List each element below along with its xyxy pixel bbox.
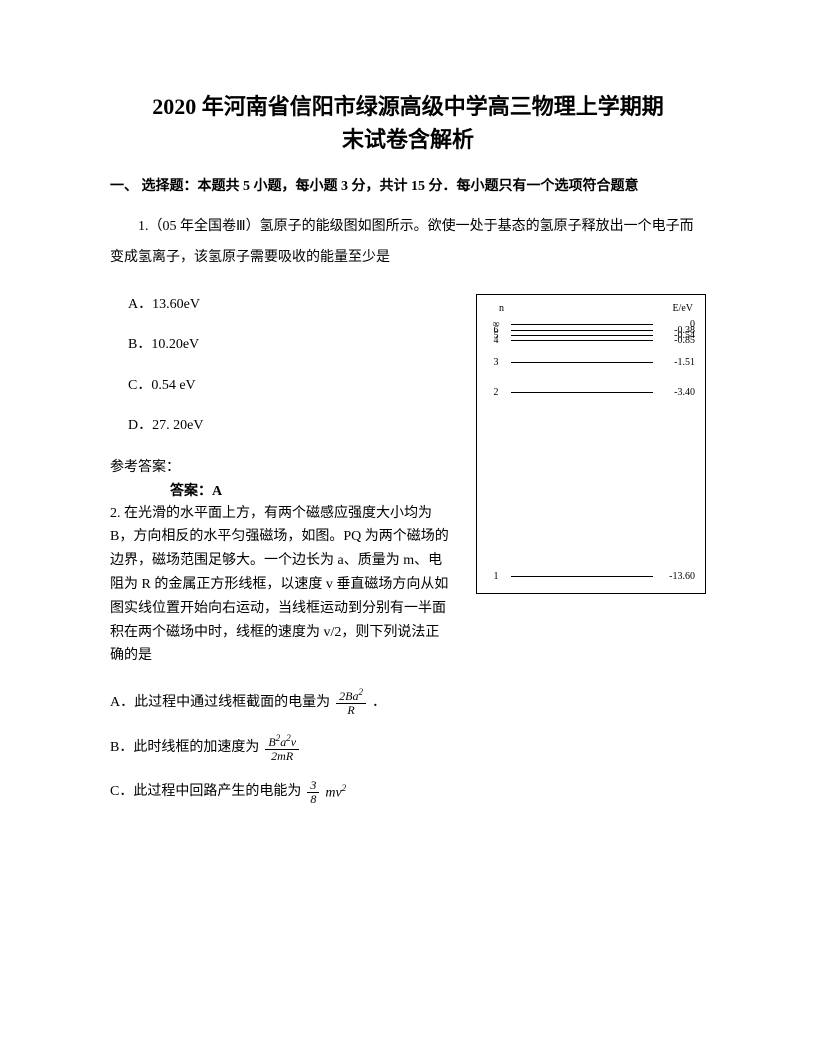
level-e: -13.60 bbox=[659, 571, 695, 582]
energy-level: 1 -13.60 bbox=[487, 571, 695, 582]
f3-tail-a: mv bbox=[325, 785, 341, 800]
level-n: 3 bbox=[487, 357, 505, 368]
f1-num: 2Ba bbox=[339, 689, 358, 703]
diagram-header-e: E/eV bbox=[672, 303, 693, 314]
page-title: 2020 年河南省信阳市绿源高级中学高三物理上学期期 末试卷含解析 bbox=[110, 90, 706, 156]
f3-den: 8 bbox=[307, 793, 319, 806]
q2-optA-pre: A．此过程中通过线框截面的电量为 bbox=[110, 692, 330, 714]
question-1: 1.（05 年全国卷Ⅲ）氢原子的能级图如图所示。欲使一处于基态的氢原子释放出一个… bbox=[110, 212, 706, 668]
energy-level: 4 -0.85 bbox=[487, 335, 695, 346]
f1-den: R bbox=[344, 704, 357, 717]
level-n: 1 bbox=[487, 571, 505, 582]
energy-level: 3 -1.51 bbox=[487, 357, 695, 368]
level-n: 4 bbox=[487, 335, 505, 346]
question-2-text-part: 2. 在光滑的水平面上方，有两个磁感应强度大小均为 B，方向相反的水平匀强磁场，… bbox=[110, 502, 450, 669]
q2-optC-pre: C．此过程中回路产生的电能为 bbox=[110, 781, 301, 803]
level-e: -1.51 bbox=[659, 357, 695, 368]
q2-option-c: C．此过程中回路产生的电能为 3 8 mv2 bbox=[110, 779, 706, 806]
level-e: -3.40 bbox=[659, 387, 695, 398]
q2-option-a: A．此过程中通过线框截面的电量为 2Ba2 R ． bbox=[110, 688, 706, 717]
q2-text-body: 2. 在光滑的水平面上方，有两个磁感应强度大小均为 B，方向相反的水平匀强磁场，… bbox=[110, 506, 449, 664]
level-n: 2 bbox=[487, 387, 505, 398]
f1-num-sup: 2 bbox=[358, 687, 363, 697]
f2-den: 2mR bbox=[268, 750, 296, 763]
q2-optB-pre: B．此时线框的加速度为 bbox=[110, 737, 259, 759]
f3-tail-sup: 2 bbox=[342, 783, 347, 793]
question-1-text: 1.（05 年全国卷Ⅲ）氢原子的能级图如图所示。欲使一处于基态的氢原子释放出一个… bbox=[110, 212, 706, 274]
f2a: B bbox=[268, 735, 275, 749]
options-wrap: n E/eV ∞06-0.385-0.544-0.853-1.512-3.401… bbox=[110, 294, 706, 668]
formula-3-frac: 3 8 bbox=[307, 779, 319, 806]
diagram-header-n: n bbox=[499, 303, 504, 314]
question-2-options: A．此过程中通过线框截面的电量为 2Ba2 R ． B．此时线框的加速度为 B2… bbox=[110, 688, 706, 806]
formula-2: B2a2v 2mR bbox=[265, 734, 299, 763]
q2-optA-post: ． bbox=[372, 692, 386, 714]
energy-level: 2 -3.40 bbox=[487, 387, 695, 398]
level-line bbox=[511, 576, 653, 577]
level-line bbox=[511, 362, 653, 363]
section-header: 一、 选择题：本题共 5 小题，每小题 3 分，共计 15 分．每小题只有一个选… bbox=[110, 176, 706, 198]
energy-level-diagram: n E/eV ∞06-0.385-0.544-0.853-1.512-3.401… bbox=[476, 294, 706, 594]
title-line-2: 末试卷含解析 bbox=[342, 127, 474, 152]
diagram-header: n E/eV bbox=[487, 303, 695, 316]
level-line bbox=[511, 340, 653, 341]
f2c: v bbox=[291, 735, 296, 749]
level-e: -0.85 bbox=[659, 335, 695, 346]
formula-1: 2Ba2 R bbox=[336, 688, 366, 717]
level-line bbox=[511, 392, 653, 393]
f3-num: 3 bbox=[307, 779, 319, 793]
formula-3-tail: mv2 bbox=[325, 781, 346, 805]
title-line-1: 2020 年河南省信阳市绿源高级中学高三物理上学期期 bbox=[152, 94, 664, 119]
q2-option-b: B．此时线框的加速度为 B2a2v 2mR bbox=[110, 734, 706, 763]
